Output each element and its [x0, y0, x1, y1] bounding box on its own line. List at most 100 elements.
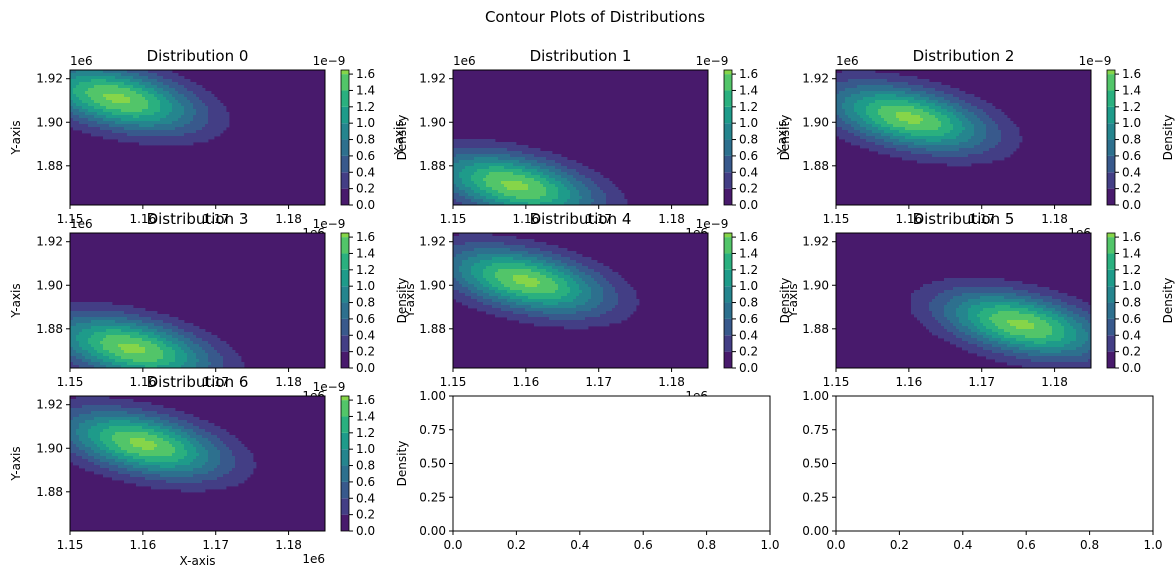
contour-cell: [522, 184, 526, 188]
contour-cell: [453, 145, 457, 149]
contour-cell: [148, 136, 152, 140]
contour-cell: [477, 139, 481, 143]
contour-cell: [112, 136, 116, 140]
contour-cell: [558, 178, 562, 182]
colorbar-tick-label: 1.4: [356, 246, 375, 260]
contour-cell: [106, 112, 110, 116]
contour-cell: [974, 106, 978, 110]
contour-cell: [863, 136, 867, 140]
contour-cell: [872, 118, 876, 122]
contour-cell: [489, 233, 493, 237]
contour-cell: [489, 172, 493, 176]
contour-cell: [839, 85, 843, 89]
colorbar-offset-label: 1e−9: [1079, 54, 1112, 68]
contour-cell: [181, 103, 185, 107]
contour-cell: [974, 142, 978, 146]
colorbar-segment: [341, 188, 349, 205]
contour-cell: [956, 163, 960, 167]
contour-cell: [79, 109, 83, 113]
contour-cell: [193, 127, 197, 131]
contour-cell: [962, 139, 966, 143]
contour-cell: [914, 145, 918, 149]
contour-cell: [492, 142, 496, 146]
contour-cell: [525, 154, 529, 158]
contour-cell: [166, 314, 170, 318]
contour-cell: [196, 118, 200, 122]
contour-cell: [947, 130, 951, 134]
contour-cell: [172, 85, 176, 89]
contour-cell: [941, 124, 945, 128]
contour-cell: [151, 103, 155, 107]
contour-cell: [914, 106, 918, 110]
contour-cell: [531, 169, 535, 173]
contour-cell: [91, 338, 95, 342]
contour-cell: [498, 172, 502, 176]
contour-cell: [905, 100, 909, 104]
contour-cell: [106, 106, 110, 110]
contour-cell: [543, 190, 547, 194]
contour-cell: [567, 251, 571, 255]
contour-cell: [468, 199, 472, 203]
contour-cell: [842, 136, 846, 140]
contour-cell: [890, 73, 894, 77]
contour-cell: [959, 91, 963, 95]
y-offset-label: 1e6: [453, 54, 476, 68]
contour-cell: [148, 320, 152, 324]
contour-cell: [911, 79, 915, 83]
contour-cell: [148, 311, 152, 315]
contour-cell: [998, 154, 1002, 158]
subplot-4: 1.151.161.171.181e61.881.901.92Distribut…: [419, 210, 800, 403]
colorbar-tick-label: 0.8: [356, 296, 375, 310]
contour-cell: [956, 127, 960, 131]
contour-cell: [986, 124, 990, 128]
contour-cell: [136, 314, 140, 318]
contour-cell: [896, 139, 900, 143]
contour-cell: [202, 362, 206, 366]
contour-cell: [145, 341, 149, 345]
contour-cell: [911, 127, 915, 131]
contour-cell: [163, 121, 167, 125]
contour-cell: [510, 181, 514, 185]
contour-cell: [196, 362, 200, 366]
contour-cell: [235, 365, 239, 368]
contour-cell: [184, 97, 188, 101]
contour-cell: [887, 115, 891, 119]
contour-cell: [495, 251, 499, 255]
contour-cell: [163, 106, 167, 110]
contour-cell: [962, 133, 966, 137]
colorbar-segment: [341, 302, 349, 319]
contour-cell: [857, 127, 861, 131]
contour-cell: [962, 148, 966, 152]
contour-cell: [118, 362, 122, 366]
contour-cell: [166, 94, 170, 98]
contour-cell: [480, 202, 484, 205]
contour-cell: [902, 136, 906, 140]
contour-cell: [893, 118, 897, 122]
contour-cell: [860, 142, 864, 146]
contour-cell: [908, 115, 912, 119]
contour-cell: [992, 139, 996, 143]
contour-cell: [498, 148, 502, 152]
contour-cell: [133, 130, 137, 134]
contour-cell: [519, 251, 523, 255]
contour-cell: [115, 115, 119, 119]
contour-cell: [477, 257, 481, 261]
contour-cell: [480, 148, 484, 152]
contour-cell: [79, 118, 83, 122]
contour-cell: [462, 163, 466, 167]
contour-cell: [88, 106, 92, 110]
contour-cell: [935, 151, 939, 155]
contour-cell: [935, 82, 939, 86]
contour-cell: [905, 124, 909, 128]
contour-cell: [519, 245, 523, 249]
contour-cell: [97, 350, 101, 354]
contour-cell: [486, 178, 490, 182]
contour-cell: [621, 193, 625, 197]
contour-cell: [911, 130, 915, 134]
contour-cell: [875, 145, 879, 149]
contour-cell: [136, 335, 140, 339]
contour-cell: [1016, 139, 1020, 143]
contour-cell: [552, 181, 556, 185]
contour-cell: [163, 359, 167, 363]
contour-cell: [468, 193, 472, 197]
